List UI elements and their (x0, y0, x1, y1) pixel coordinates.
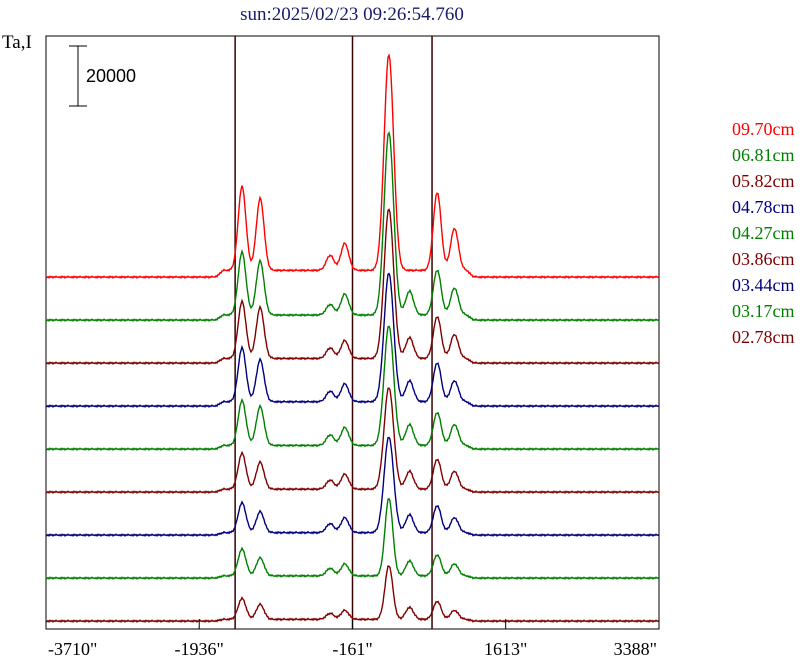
x-tick-label: 1613" (484, 639, 527, 659)
trace-04.78cm (45, 272, 660, 409)
legend-entry: 06.81cm (732, 145, 795, 165)
legend-entry: 09.70cm (732, 119, 795, 139)
x-tick-label: 3388" (614, 639, 657, 659)
legend-entry: 04.27cm (732, 223, 795, 243)
trace-03.86cm (45, 387, 660, 495)
y-axis-label: Ta,I (2, 32, 32, 53)
legend-entry: 04.78cm (732, 197, 795, 217)
legend-entry: 05.82cm (732, 171, 795, 191)
trace-05.82cm (45, 208, 660, 366)
trace-02.78cm (45, 565, 660, 624)
x-tick-label: -3710" (48, 639, 97, 659)
legend-entry: 03.86cm (732, 249, 795, 269)
trace-04.27cm (45, 325, 660, 452)
x-axis-ticks: -3710" -1936" -161" 1613" 3388" (45, 619, 660, 659)
x-tick-label: -161" (332, 639, 372, 659)
scale-bar: 20000 (69, 45, 136, 107)
legend-entry: 03.44cm (732, 275, 795, 295)
trace-03.17cm (45, 497, 660, 581)
chart-title: sun:2025/02/23 09:26:54.760 (240, 4, 464, 25)
legend-entry: 02.78cm (732, 327, 795, 347)
legend: 09.70cm 06.81cm 05.82cm 04.78cm 04.27cm 03.86… (732, 119, 795, 347)
trace-06.81cm (45, 131, 660, 323)
traces (45, 53, 660, 624)
x-tick-label: -1936" (175, 639, 224, 659)
trace-09.70cm (45, 53, 660, 280)
legend-entry: 03.17cm (732, 301, 795, 321)
scale-bar-label: 20000 (86, 66, 136, 86)
trace-03.44cm (45, 436, 660, 538)
